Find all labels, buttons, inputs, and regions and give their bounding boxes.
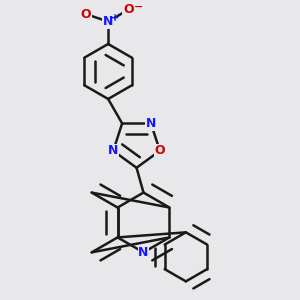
Text: N: N [138,246,149,259]
Text: −: − [134,2,143,12]
Text: O: O [154,144,165,157]
Text: O: O [123,3,134,16]
Text: N: N [103,15,113,28]
Text: N: N [146,117,156,130]
Text: N: N [108,144,119,157]
Text: O: O [80,8,91,21]
Text: +: + [111,13,119,23]
